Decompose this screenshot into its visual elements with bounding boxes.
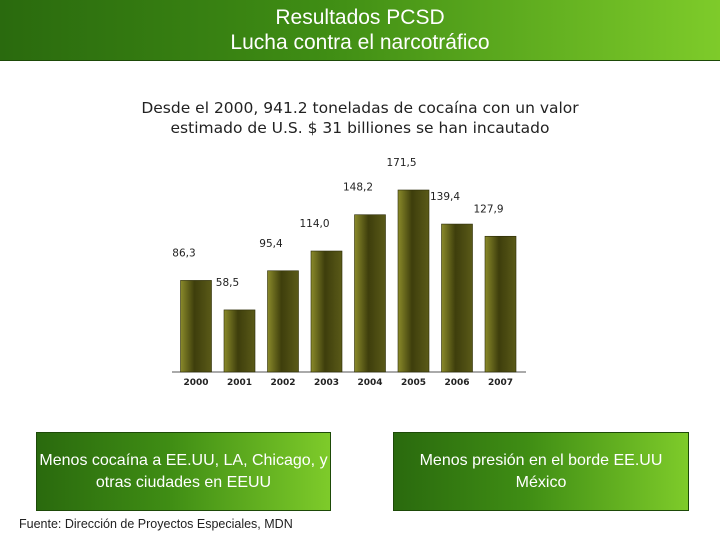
bar-2001	[223, 309, 256, 373]
chart-description-line1: Desde el 2000, 941.2 toneladas de cocaín…	[141, 99, 579, 117]
chart-description: Desde el 2000, 941.2 toneladas de cocaín…	[0, 98, 720, 138]
bar-2003	[310, 250, 343, 373]
x-tick-label-2006: 2006	[444, 378, 469, 388]
bar-2006	[441, 223, 473, 373]
header-subtitle: Lucha contra el narcotráfico	[230, 31, 490, 54]
header-title: Resultados PCSD	[275, 6, 445, 29]
data-label-2003: 114,0	[299, 218, 329, 230]
bar-2000	[180, 280, 212, 373]
x-tick-label-2004: 2004	[357, 378, 382, 388]
data-label-2002: 95,4	[259, 238, 283, 250]
x-tick-label-2003: 2003	[314, 378, 339, 388]
result-box-left-text: Menos cocaína a EE.UU, LA, Chicago, y ot…	[39, 451, 328, 491]
bar-2005	[397, 189, 430, 373]
bar-2007	[484, 235, 517, 373]
data-label-2004: 148,2	[343, 182, 373, 194]
result-box-right: Menos presión en el borde EE.UU México	[393, 432, 689, 511]
data-label-2005: 171,5	[386, 157, 416, 169]
bar-2004	[354, 214, 386, 373]
chart-description-line2: estimado de U.S. $ 31 billiones se han i…	[170, 119, 550, 137]
bar-2002	[267, 270, 299, 373]
x-tick-label-2001: 2001	[227, 378, 252, 388]
x-tick-label-2000: 2000	[183, 378, 208, 388]
data-label-2000: 86,3	[172, 247, 195, 259]
result-box-right-text: Menos presión en el borde EE.UU México	[419, 451, 663, 491]
data-label-2007: 127,9	[473, 203, 503, 215]
data-label-2006: 139,4	[430, 191, 460, 203]
result-box-left: Menos cocaína a EE.UU, LA, Chicago, y ot…	[36, 432, 331, 511]
header-banner: Resultados PCSD Lucha contra el narcotrá…	[0, 0, 720, 61]
source-note: Fuente: Dirección de Proyectos Especiale…	[19, 517, 293, 531]
x-tick-label-2007: 2007	[488, 378, 513, 388]
x-tick-label-2005: 2005	[401, 378, 426, 388]
bar-chart: 86,3 2000 58,5 2001 95,4 2002 114,0 2003 148,2 20…	[172, 157, 526, 388]
data-label-2001: 58,5	[216, 277, 239, 289]
x-tick-label-2002: 2002	[270, 378, 295, 388]
